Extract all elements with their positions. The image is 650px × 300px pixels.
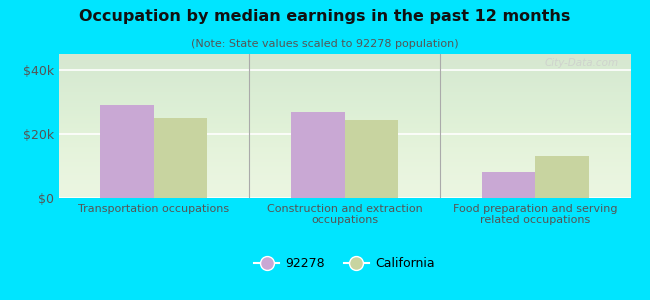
- Bar: [344, 120, 398, 198]
- Text: City-Data.com: City-Data.com: [545, 58, 619, 68]
- Bar: [101, 105, 154, 198]
- Text: (Note: State values scaled to 92278 population): (Note: State values scaled to 92278 popu…: [191, 39, 459, 49]
- Bar: [535, 156, 588, 198]
- Bar: [291, 112, 344, 198]
- Legend: 92278, California: 92278, California: [249, 252, 440, 275]
- Text: Occupation by median earnings in the past 12 months: Occupation by median earnings in the pas…: [79, 9, 571, 24]
- Bar: [154, 118, 207, 198]
- Bar: [482, 172, 535, 198]
